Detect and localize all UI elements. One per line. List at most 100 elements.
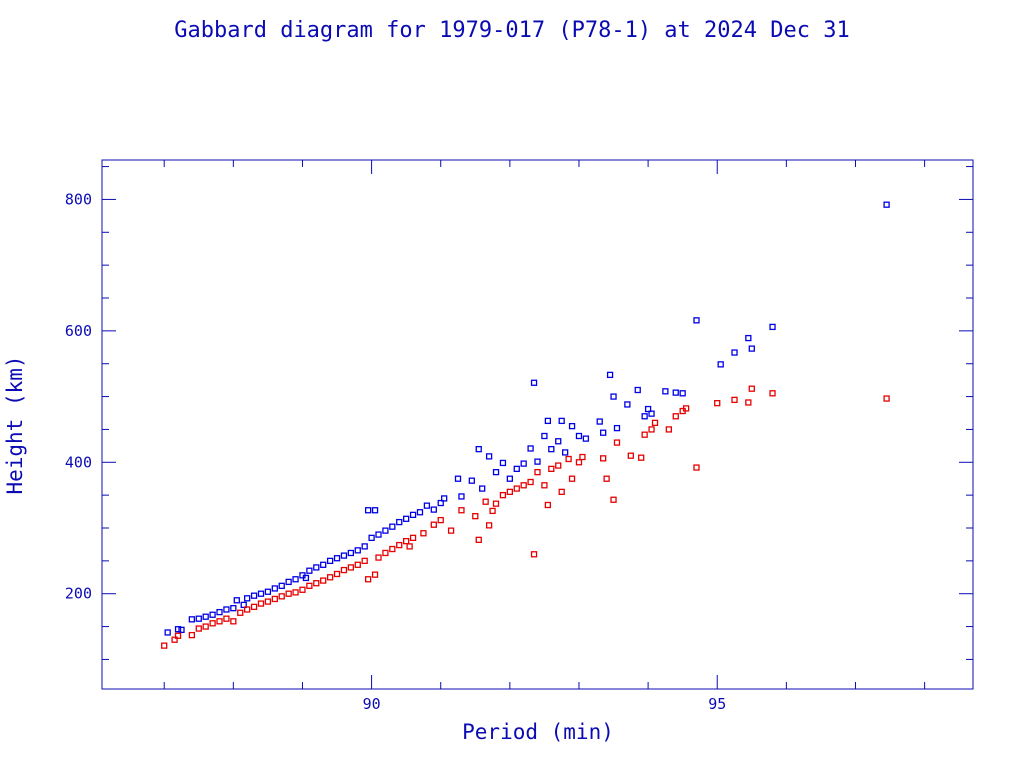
series-1-point	[257, 590, 265, 597]
series-2-point	[513, 485, 520, 492]
series-1-point	[396, 518, 403, 526]
series-1-point	[679, 390, 686, 397]
series-1-point	[458, 493, 465, 500]
series-2-point	[340, 566, 348, 574]
plot-frame	[101, 159, 974, 690]
series-2-point	[326, 574, 334, 581]
series-2-point	[458, 507, 465, 514]
series-1-point	[555, 438, 562, 445]
series-1-point	[548, 445, 555, 453]
series-1-point	[648, 410, 655, 417]
series-2-point	[161, 642, 168, 649]
series-2-point	[485, 522, 493, 529]
series-2-point	[627, 452, 634, 459]
series-1-point	[216, 608, 223, 616]
series-1-point	[693, 317, 700, 324]
series-1-point	[731, 349, 738, 356]
series-2-point	[575, 459, 583, 466]
series-2-point	[682, 405, 690, 412]
y-tick-label: 600	[65, 322, 92, 340]
series-2-point	[548, 465, 555, 473]
series-1-point	[364, 507, 372, 514]
series-2-point	[648, 426, 655, 433]
series-2-point	[292, 589, 299, 596]
series-1-point	[361, 543, 368, 550]
series-2-point	[264, 598, 272, 605]
series-2-point	[555, 462, 562, 469]
series-2-point	[285, 590, 292, 597]
series-1-point	[634, 386, 641, 394]
x-tick-label: 95	[708, 695, 726, 713]
series-1-point	[745, 334, 752, 342]
series-2-point	[396, 541, 403, 549]
series-2-point	[409, 534, 417, 542]
series-1-point	[409, 511, 417, 519]
series-2-point	[188, 631, 196, 639]
series-1-point	[562, 449, 569, 456]
series-1-point	[748, 345, 755, 352]
series-2-point	[520, 482, 527, 489]
series-2-point	[216, 618, 223, 625]
series-2-point	[558, 488, 565, 496]
series-2-point	[209, 620, 216, 627]
series-1-point	[202, 613, 209, 620]
series-1-point	[347, 549, 355, 557]
series-2-point	[437, 516, 444, 524]
series-1-point	[240, 601, 247, 609]
scatter-points	[161, 201, 890, 649]
series-2-point	[603, 475, 610, 482]
series-1-point	[292, 576, 299, 583]
series-1-point	[416, 509, 424, 516]
series-1-point	[368, 534, 375, 542]
series-1-point	[188, 616, 196, 623]
series-2-point	[748, 385, 755, 392]
series-1-point	[513, 465, 520, 473]
series-2-point	[195, 625, 202, 632]
series-2-point	[171, 636, 178, 643]
series-2-point	[174, 632, 182, 639]
series-2-point	[693, 464, 700, 471]
series-1-point	[769, 323, 776, 331]
series-1-point	[596, 418, 603, 425]
series-2-point	[364, 576, 372, 583]
series-2-point	[665, 426, 672, 433]
series-2-point	[406, 543, 413, 550]
y-tick-label: 400	[65, 453, 92, 471]
series-1-point	[403, 515, 410, 522]
series-1-point	[468, 477, 475, 484]
series-1-point	[244, 595, 251, 602]
series-1-point	[326, 557, 334, 565]
series-2-point	[506, 488, 513, 496]
series-2-point	[257, 600, 265, 607]
series-1-point	[250, 592, 258, 599]
series-2-point	[565, 455, 572, 463]
series-2-point	[672, 413, 679, 420]
x-axis-label: Period (min)	[462, 720, 614, 744]
series-2-point	[333, 570, 341, 578]
series-2-point	[313, 580, 320, 587]
series-1-point	[209, 611, 216, 618]
series-1-point	[485, 453, 493, 460]
series-2-point	[278, 593, 285, 600]
series-2-point	[237, 609, 244, 616]
series-1-point	[437, 499, 444, 507]
series-2-point	[482, 498, 489, 505]
series-2-point	[579, 453, 586, 461]
series-1-point	[278, 582, 285, 589]
series-2-point	[250, 603, 258, 611]
series-1-point	[423, 502, 431, 509]
series-1-point	[285, 578, 292, 586]
series-1-point	[233, 597, 240, 604]
series-2-point	[403, 537, 410, 545]
series-2-point	[223, 615, 230, 622]
series-2-point	[568, 475, 576, 482]
series-1-point	[600, 429, 607, 436]
series-1-point	[492, 468, 500, 476]
series-1-point	[164, 629, 171, 636]
series-2-point	[354, 561, 361, 568]
y-tick-label: 200	[65, 585, 92, 603]
series-2-point	[499, 491, 507, 499]
series-2-point	[202, 623, 209, 630]
series-1-point	[354, 547, 361, 554]
